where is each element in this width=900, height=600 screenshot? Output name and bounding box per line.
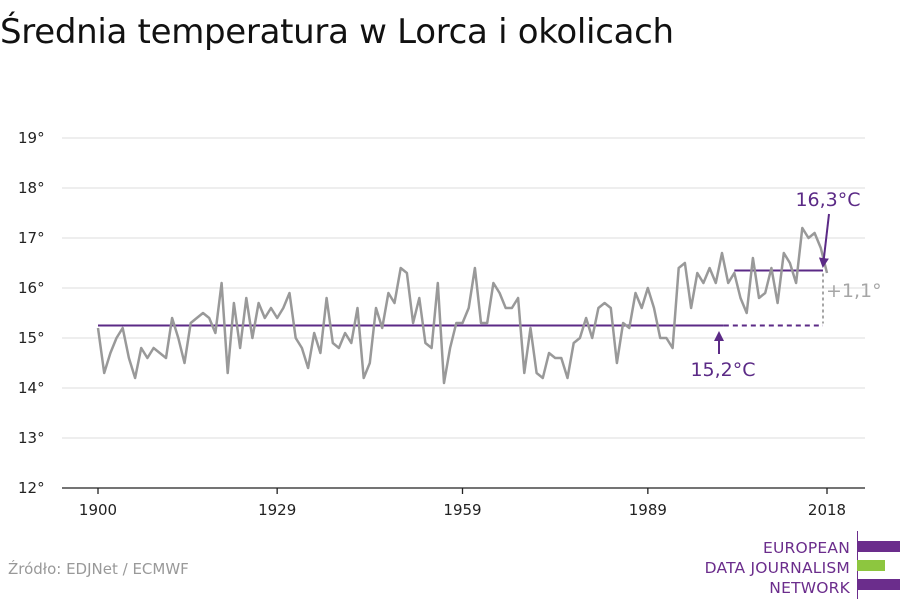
annotation-delta: +1,1° (826, 280, 882, 302)
y-tick-label: 14° (18, 379, 45, 397)
x-axis (62, 487, 865, 494)
source-note: Źródło: EDJNet / ECMWF (8, 560, 189, 578)
x-axis-tick-labels: 1900 1929 1959 1989 2018 (79, 501, 846, 519)
logo-line-2: DATA JOURNALISM (704, 559, 850, 577)
chart-title: Średnia temperatura w Lorca i okolicach (0, 12, 674, 52)
y-tick-label: 17° (18, 229, 45, 247)
annotations: 16,3°C 15,2°C +1,1° (690, 189, 881, 381)
reference-lines (98, 269, 824, 327)
x-tick-label: 1929 (258, 501, 296, 519)
annotation-arrow-recent (818, 213, 830, 268)
y-tick-label: 13° (18, 429, 45, 447)
annotation-recent-mean: 16,3°C (795, 189, 860, 211)
y-tick-label: 18° (18, 179, 45, 197)
y-tick-label: 19° (18, 129, 45, 147)
logo-line-3: NETWORK (769, 579, 850, 597)
y-tick-label: 15° (18, 329, 45, 347)
y-tick-label: 16° (18, 279, 45, 297)
annotation-baseline-mean: 15,2°C (690, 359, 755, 381)
edjnet-logo: EUROPEAN DATA JOURNALISM NETWORK (690, 536, 900, 600)
logo-bar-purple-bottom (857, 579, 900, 590)
logo-line-1: EUROPEAN (762, 539, 850, 557)
logo-text: EUROPEAN DATA JOURNALISM NETWORK (680, 538, 850, 598)
gridlines (62, 137, 865, 439)
logo-bar-purple-top (857, 541, 900, 552)
y-axis-tick-labels: 12° 13° 14° 15° 16° 17° 18° 19° (18, 129, 45, 497)
x-tick-label: 1989 (629, 501, 667, 519)
x-tick-label: 1959 (443, 501, 481, 519)
logo-bar-green (857, 560, 885, 571)
temperature-series-line (96, 226, 829, 385)
y-tick-label: 12° (18, 479, 45, 497)
chart-area: 12° 13° 14° 15° 16° 17° 18° 19° 1900 1929 1959 198… (18, 129, 882, 519)
x-tick-label: 1900 (79, 501, 117, 519)
x-tick-label: 2018 (808, 501, 846, 519)
